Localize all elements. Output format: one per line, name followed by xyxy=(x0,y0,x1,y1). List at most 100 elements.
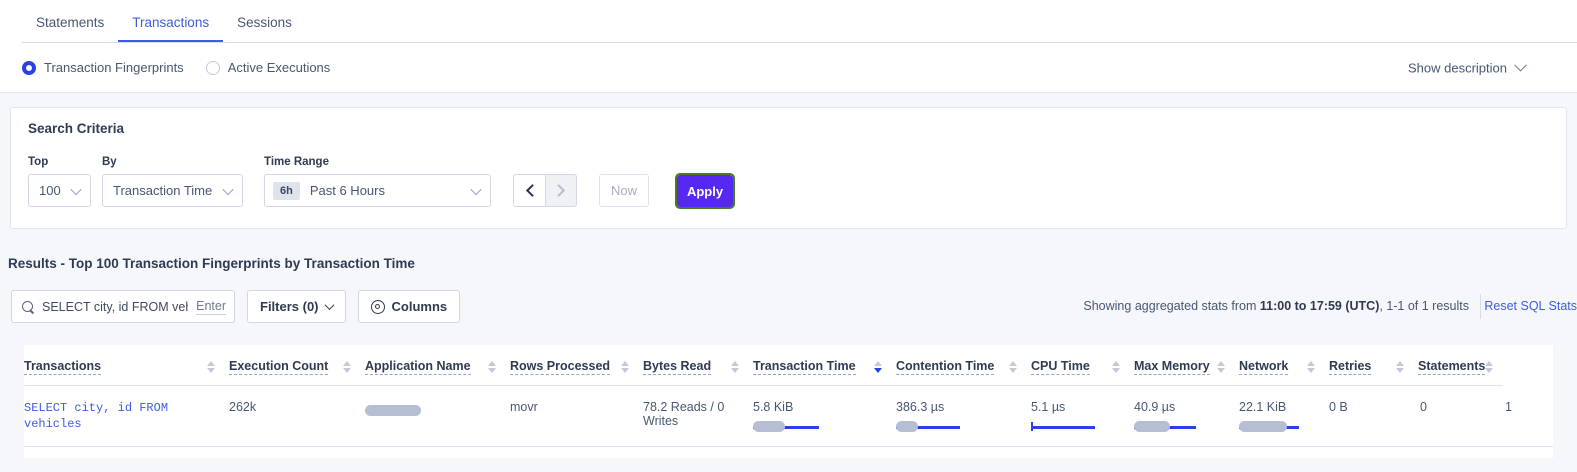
column-header-max-memory[interactable]: Max Memory xyxy=(1134,345,1239,386)
contention-time-value: 5.1 µs xyxy=(1031,400,1066,414)
cell-execution-count-bar xyxy=(365,385,510,447)
by-label: By xyxy=(102,156,117,168)
sort-icon[interactable] xyxy=(1217,361,1225,373)
now-button[interactable]: Now xyxy=(599,174,649,207)
transaction-fingerprint-link[interactable]: SELECT city, id FROM vehicles xyxy=(24,401,169,431)
aggregated-stats-text: Showing aggregated stats from 11:00 to 1… xyxy=(1083,299,1469,313)
sort-icon[interactable] xyxy=(1307,361,1315,373)
previous-time-button[interactable] xyxy=(513,174,545,207)
next-time-button[interactable] xyxy=(545,174,577,207)
chevron-down-icon xyxy=(1514,58,1527,72)
stats-prefix: Showing aggregated stats from xyxy=(1083,299,1260,313)
search-input[interactable]: SELECT city, id FROM vehicles W xyxy=(42,299,188,314)
transaction-time-value: 386.3 µs xyxy=(896,400,945,414)
results-title: Results - Top 100 Transaction Fingerprin… xyxy=(8,256,415,271)
sort-icon[interactable] xyxy=(1112,361,1120,373)
column-header-retries[interactable]: Retries xyxy=(1329,345,1418,386)
max-memory-value: 22.1 KiB xyxy=(1239,400,1287,414)
chevron-down-icon xyxy=(222,183,234,195)
sort-icon[interactable] xyxy=(731,361,739,373)
search-icon xyxy=(22,300,34,313)
radio-transaction-fingerprints[interactable]: Transaction Fingerprints xyxy=(22,60,184,75)
columns-button[interactable]: Columns xyxy=(357,290,461,323)
cell-retries: 0 xyxy=(1418,385,1503,447)
tab-list: Statements Transactions Sessions xyxy=(0,0,1577,43)
top-select[interactable]: 100 xyxy=(28,174,91,207)
column-label: Execution Count xyxy=(229,359,329,375)
retries-value: 0 xyxy=(1420,400,1427,414)
column-header-bytes-read[interactable]: Bytes Read xyxy=(643,345,753,386)
tab-sessions[interactable]: Sessions xyxy=(237,15,292,30)
sort-icon[interactable] xyxy=(621,361,629,373)
time-range-select[interactable]: 6h Past 6 Hours xyxy=(264,174,491,207)
cell-transaction: SELECT city, id FROM vehicles xyxy=(24,385,229,447)
sort-icon[interactable] xyxy=(343,361,351,373)
cell-network: 0 B xyxy=(1329,385,1418,447)
sort-icon[interactable] xyxy=(1396,361,1404,373)
transactions-table: Transactions Execution Count Application… xyxy=(24,345,1553,447)
cell-statements: 1 xyxy=(1503,385,1553,447)
by-select[interactable]: Transaction Time xyxy=(102,174,243,207)
sort-icon[interactable] xyxy=(207,361,215,373)
search-criteria-fields: Top 100 By Transaction Time Time Range 6… xyxy=(28,156,735,209)
tab-underline xyxy=(22,42,1577,43)
column-label: Statements xyxy=(1418,359,1486,375)
radio-active-executions-label: Active Executions xyxy=(227,60,331,75)
tab-transactions[interactable]: Transactions xyxy=(118,15,223,43)
columns-label: Columns xyxy=(391,299,448,314)
sort-icon[interactable] xyxy=(488,361,496,373)
tab-statements[interactable]: Statements xyxy=(36,15,105,30)
column-label: Bytes Read xyxy=(643,359,712,375)
time-range-badge: 6h xyxy=(273,181,300,200)
by-value: Transaction Time xyxy=(113,183,213,198)
filters-label: Filters (0) xyxy=(260,299,319,314)
execution-count-value: 262k xyxy=(229,400,257,414)
column-label: Max Memory xyxy=(1134,359,1210,375)
time-nav-buttons xyxy=(513,174,577,207)
by-field: By Transaction Time xyxy=(102,156,243,207)
bytes-read-bar xyxy=(753,421,882,432)
apply-button[interactable]: Apply xyxy=(675,173,735,209)
results-toolbar: SELECT city, id FROM vehicles W Enter Fi… xyxy=(11,290,461,323)
search-enter-hint[interactable]: Enter xyxy=(196,298,226,315)
sort-icon[interactable] xyxy=(1485,361,1494,373)
reset-sql-stats-link[interactable]: Reset SQL Stats xyxy=(1484,299,1577,313)
stats-time-range: 11:00 to 17:59 (UTC) xyxy=(1259,299,1380,313)
column-label: Retries xyxy=(1329,359,1372,375)
show-description-toggle[interactable]: Show description xyxy=(1408,58,1527,75)
cpu-time-value: 40.9 µs xyxy=(1134,400,1176,414)
cell-bytes-read: 5.8 KiB xyxy=(753,385,896,447)
column-header-transactions[interactable]: Transactions xyxy=(24,345,229,386)
column-label: Application Name xyxy=(365,359,471,375)
chevron-left-icon xyxy=(525,184,539,197)
chevron-right-icon xyxy=(551,184,565,197)
chevron-down-icon xyxy=(470,183,482,195)
cell-transaction-time: 386.3 µs xyxy=(896,385,1031,447)
sort-icon-active[interactable] xyxy=(874,361,882,373)
column-header-transaction-time[interactable]: Transaction Time xyxy=(753,345,896,386)
column-header-cpu-time[interactable]: CPU Time xyxy=(1031,345,1134,386)
search-criteria-panel: Search Criteria Top 100 By Transaction T… xyxy=(10,107,1567,229)
column-header-application-name[interactable]: Application Name xyxy=(365,345,510,386)
filters-button[interactable]: Filters (0) xyxy=(247,290,346,323)
chevron-down-icon xyxy=(70,183,82,195)
transaction-time-bar xyxy=(896,421,1017,432)
radio-active-executions[interactable]: Active Executions xyxy=(205,60,331,75)
chevron-down-icon xyxy=(324,300,334,311)
column-header-execution-count[interactable]: Execution Count xyxy=(229,345,365,386)
time-range-value: Past 6 Hours xyxy=(309,183,385,198)
cpu-time-bar xyxy=(1134,421,1225,432)
column-header-contention-time[interactable]: Contention Time xyxy=(896,345,1031,386)
column-header-network[interactable]: Network xyxy=(1239,345,1329,386)
execution-count-bar xyxy=(365,405,421,416)
column-label: CPU Time xyxy=(1031,359,1090,375)
column-header-rows-processed[interactable]: Rows Processed xyxy=(510,345,643,386)
rows-processed-value: 78.2 Reads / 0 Writes xyxy=(643,400,725,428)
table-header-row: Transactions Execution Count Application… xyxy=(24,345,1553,386)
table-row[interactable]: SELECT city, id FROM vehicles 262k movr … xyxy=(24,385,1553,447)
radio-transaction-fingerprints-label: Transaction Fingerprints xyxy=(44,60,184,75)
sort-icon[interactable] xyxy=(1009,361,1017,373)
search-input-wrapper[interactable]: SELECT city, id FROM vehicles W Enter xyxy=(11,290,235,323)
column-header-statements[interactable]: Statements xyxy=(1418,345,1503,386)
cell-cpu-time: 40.9 µs xyxy=(1134,385,1239,447)
